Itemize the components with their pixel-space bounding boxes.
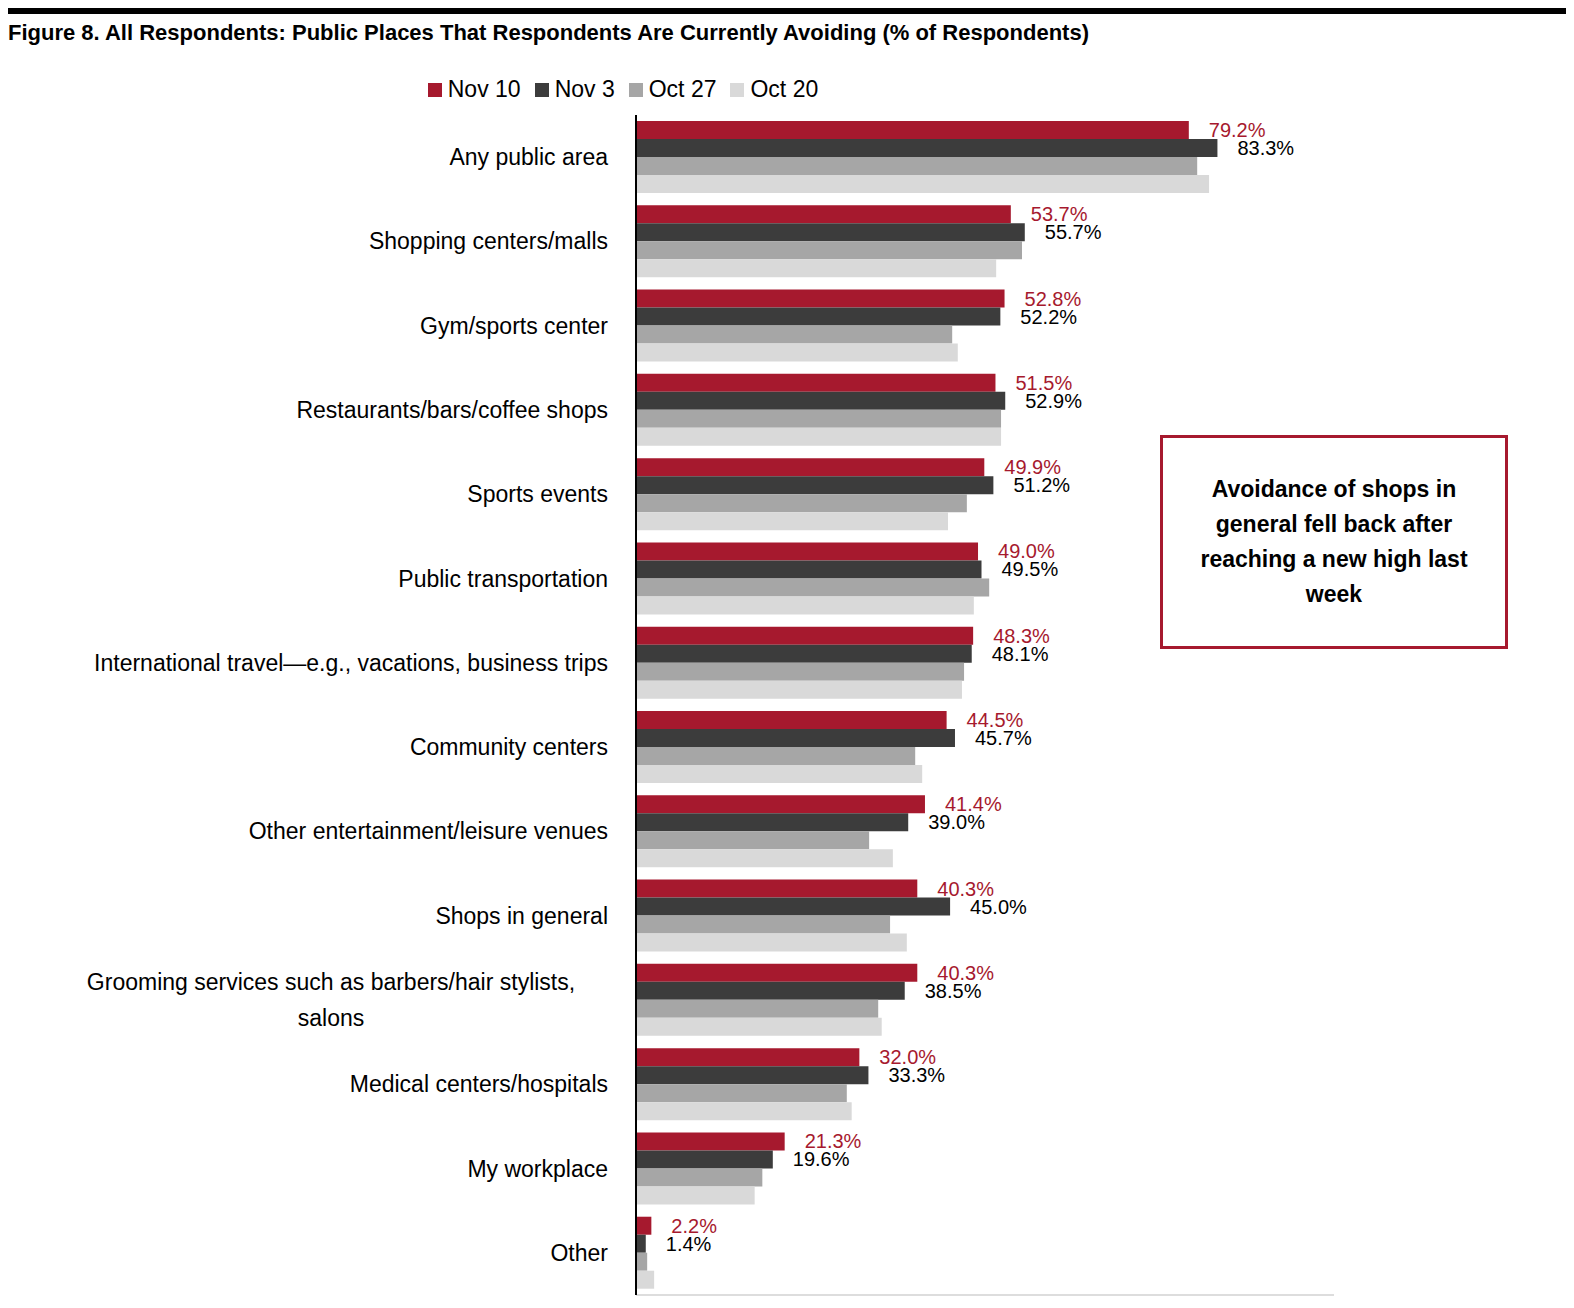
svg-text:51.2%: 51.2% — [1013, 474, 1070, 496]
svg-text:51.5%: 51.5% — [1015, 371, 1073, 394]
html-text:Figure 8. All Respondents: Pub: Figure 8. All Respondents: Public Places… — [8, 20, 1089, 45]
svg-text:International travel—e.g., vac: International travel—e.g., vacations, bu… — [94, 650, 608, 676]
svg-text:45.7%: 45.7% — [975, 727, 1032, 749]
svg-text:My workplace: My workplace — [467, 1156, 608, 1182]
html-text:Avoidance of shops in general: Avoidance of shops in general fell back … — [1200, 476, 1468, 607]
html-text:Nov 3: Nov 3 — [554, 76, 615, 102]
svg-text:55.7%: 55.7% — [1045, 221, 1102, 243]
svg-text:19.6%: 19.6% — [793, 1148, 850, 1170]
svg-text:52.2%: 52.2% — [1020, 306, 1077, 328]
svg-text:38.5%: 38.5% — [925, 980, 982, 1002]
svg-text:Other entertainment/leisure ve: Other entertainment/leisure venues — [249, 818, 608, 844]
svg-text:Any public area: Any public area — [449, 144, 608, 170]
svg-text:52.9%: 52.9% — [1025, 390, 1082, 412]
html-text:Nov 10: Nov 10 — [447, 76, 521, 102]
svg-text:49.5%: 49.5% — [1002, 558, 1059, 580]
svg-text:33.3%: 33.3% — [888, 1064, 945, 1086]
svg-text:44.5%: 44.5% — [966, 709, 1024, 731]
svg-text:Community centers: Community centers — [410, 734, 608, 760]
svg-text:52.8%: 52.8% — [1024, 287, 1082, 310]
svg-text:48.3%: 48.3% — [993, 624, 1050, 647]
svg-text:2.2%: 2.2% — [671, 1214, 717, 1237]
svg-text:Grooming services such as barb: Grooming services such as barbers/hair s… — [87, 969, 575, 1031]
svg-text:Restaurants/bars/coffee shops: Restaurants/bars/coffee shops — [296, 397, 608, 423]
svg-text:32.0%: 32.0% — [879, 1046, 937, 1069]
svg-text:Shops in general: Shops in general — [435, 903, 608, 929]
svg-text:Sports events: Sports events — [467, 481, 608, 507]
svg-text:79.2%: 79.2% — [1208, 119, 1266, 141]
svg-text:48.1%: 48.1% — [992, 643, 1049, 665]
svg-text:21.3%: 21.3% — [804, 1130, 862, 1153]
html-text:Oct 27: Oct 27 — [648, 76, 717, 102]
svg-text:40.3%: 40.3% — [937, 961, 994, 984]
svg-text:49.9%: 49.9% — [1004, 456, 1061, 479]
svg-text:40.3%: 40.3% — [937, 877, 994, 900]
svg-text:Medical centers/hospitals: Medical centers/hospitals — [350, 1071, 608, 1097]
svg-text:Other: Other — [550, 1240, 608, 1266]
svg-text:83.3%: 83.3% — [1237, 137, 1294, 159]
svg-text:Public transportation: Public transportation — [398, 566, 608, 592]
svg-text:39.0%: 39.0% — [928, 811, 985, 833]
html-text:Oct 20: Oct 20 — [750, 76, 819, 102]
svg-text:41.4%: 41.4% — [945, 793, 1002, 816]
svg-text:45.0%: 45.0% — [970, 896, 1027, 918]
svg-text:Shopping centers/malls: Shopping centers/malls — [369, 228, 608, 254]
svg-text:Gym/sports center: Gym/sports center — [420, 313, 608, 339]
svg-text:49.0%: 49.0% — [998, 540, 1055, 563]
svg-text:1.4%: 1.4% — [666, 1233, 712, 1255]
svg-text:53.7%: 53.7% — [1030, 203, 1088, 226]
